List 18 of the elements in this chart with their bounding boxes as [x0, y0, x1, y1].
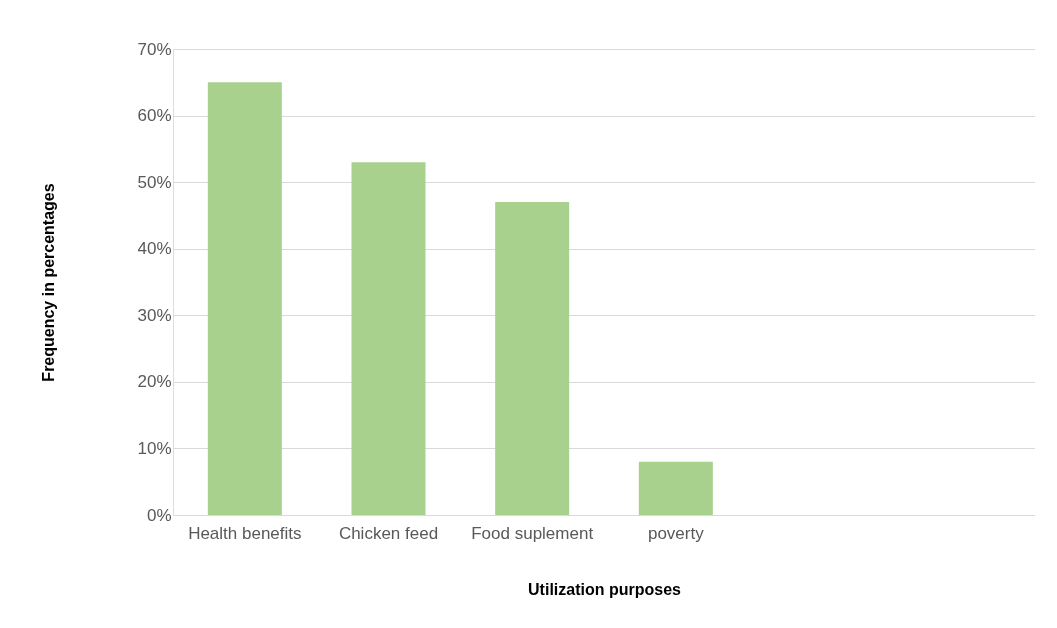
- bar: [638, 461, 713, 515]
- y-tick-label: 0%: [146, 505, 172, 525]
- y-tick-label: 70%: [137, 39, 172, 59]
- y-axis-title: Frequency in percentages: [40, 183, 58, 382]
- y-tick-label: 20%: [137, 372, 172, 392]
- y-tick-label: 30%: [137, 305, 172, 325]
- bar: [351, 162, 426, 515]
- x-tick-label: poverty: [647, 523, 705, 543]
- bar: [495, 202, 570, 515]
- x-tick-label: Health benefits: [188, 523, 302, 543]
- x-tick-label: Chicken feed: [338, 523, 439, 543]
- x-tick-label: Food suplement: [471, 523, 594, 543]
- y-tick-label: 60%: [137, 106, 172, 126]
- y-tick-label: 50%: [137, 172, 172, 192]
- x-axis-title: Utilization purposes: [528, 580, 682, 598]
- y-tick-label: 10%: [137, 438, 172, 458]
- y-tick-label: 40%: [137, 239, 172, 259]
- bar: [207, 82, 282, 515]
